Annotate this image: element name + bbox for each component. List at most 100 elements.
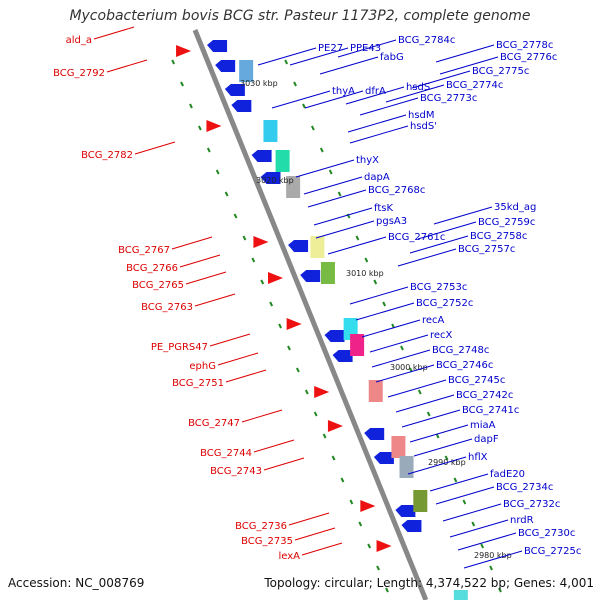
label-leader xyxy=(319,56,379,75)
label-leader xyxy=(435,44,495,63)
scale-tick xyxy=(337,191,342,197)
scale-tick xyxy=(355,235,360,241)
forward-gene-label: BCG_2751 xyxy=(172,378,224,389)
forward-gene xyxy=(268,272,284,284)
reverse-gene xyxy=(207,40,228,52)
label-leader xyxy=(194,293,236,307)
label-leader xyxy=(307,189,367,208)
reverse-gene-label: fabG xyxy=(380,52,404,63)
reverse-gene-label: BCG_2784c xyxy=(398,35,455,46)
scale-tick xyxy=(417,389,422,395)
label-leader xyxy=(327,236,387,255)
reverse-gene-label: thyA xyxy=(332,86,355,97)
reverse-gene-label: fadE20 xyxy=(490,469,525,480)
scale-tick xyxy=(224,191,229,197)
scale-tick xyxy=(480,543,485,549)
forward-gene-label: BCG_2736 xyxy=(235,521,287,532)
label-leader xyxy=(387,379,447,398)
reverse-gene-label: BCG_2745c xyxy=(448,375,505,386)
label-leader xyxy=(371,349,431,368)
genome-summary: Topology: circular; Length: 4,374,522 bp… xyxy=(264,576,594,590)
scale-tick xyxy=(349,499,354,505)
scale-tick xyxy=(364,257,369,263)
forward-gene-label: BCG_2782 xyxy=(81,150,133,161)
scale-tick xyxy=(331,455,336,461)
label-leader xyxy=(171,236,213,250)
scale-tick xyxy=(313,411,318,417)
reverse-gene-label: BCG_2742c xyxy=(456,390,513,401)
label-leader xyxy=(439,56,499,75)
label-leader xyxy=(457,532,517,551)
forward-gene-label: BCG_2765 xyxy=(132,280,184,291)
reverse-gene-label: BCG_2768c xyxy=(368,185,425,196)
label-leader xyxy=(411,70,471,89)
scale-tick xyxy=(242,235,247,241)
reverse-gene-label: BCG_2741c xyxy=(462,405,519,416)
label-leader xyxy=(289,47,349,66)
forward-gene-label: PE_PGRS47 xyxy=(151,342,208,353)
label-leader xyxy=(417,221,477,240)
label-leader xyxy=(301,542,343,556)
label-leader xyxy=(209,333,251,347)
scale-tick xyxy=(310,125,315,131)
scale-tick xyxy=(373,279,378,285)
reverse-gene-label: hflX xyxy=(468,452,488,463)
label-leader xyxy=(349,286,409,305)
forward-gene-label: ephG xyxy=(189,361,216,372)
reverse-gene-label: dfrA xyxy=(365,86,386,97)
reverse-gene-label: BCG_2734c xyxy=(496,482,553,493)
reverse-gene-label: BCG_2730c xyxy=(518,528,575,539)
reverse-gene-label: BCG_2761c xyxy=(388,232,445,243)
feature-box xyxy=(368,380,383,402)
feature-box xyxy=(286,176,301,198)
label-leader xyxy=(225,369,267,383)
reverse-gene-label: BCG_2758c xyxy=(470,231,527,242)
label-leader xyxy=(369,334,429,353)
feature-box xyxy=(391,436,406,458)
reverse-gene-label: pgsA3 xyxy=(376,216,407,227)
scale-tick xyxy=(215,169,220,175)
forward-gene xyxy=(253,236,269,248)
label-leader xyxy=(179,254,221,268)
label-leader xyxy=(407,456,467,475)
reverse-gene-label: recA xyxy=(422,315,445,326)
label-leader xyxy=(315,220,375,239)
reverse-gene-label: BCG_2752c xyxy=(416,298,473,309)
forward-gene xyxy=(176,45,192,57)
reverse-gene-label: BCG_2757c xyxy=(458,244,515,255)
scale-tick xyxy=(284,59,289,65)
scale-tick xyxy=(471,521,476,527)
scale-tick xyxy=(453,477,458,483)
reverse-gene-label: miaA xyxy=(470,420,496,431)
label-leader xyxy=(361,319,421,338)
scale-tick xyxy=(367,543,372,549)
scale-tick xyxy=(340,477,345,483)
reverse-gene xyxy=(373,452,394,464)
forward-gene-label: BCG_2766 xyxy=(126,263,178,274)
label-leader xyxy=(93,26,135,40)
accession-label: Accession: NC_008769 xyxy=(8,576,145,590)
label-leader xyxy=(385,84,445,103)
label-leader xyxy=(271,90,331,109)
feature-box xyxy=(263,120,278,142)
scale-tick xyxy=(319,147,324,153)
scale-tick xyxy=(189,103,193,109)
reverse-gene-label: BCG_2775c xyxy=(472,66,529,77)
reverse-gene xyxy=(251,150,272,162)
reverse-gene-label: 35kd_ag xyxy=(494,202,536,213)
scale-tick xyxy=(498,587,502,593)
scale-tick xyxy=(260,279,265,285)
label-leader xyxy=(288,512,330,526)
forward-gene-label: BCG_2744 xyxy=(200,448,252,459)
reverse-gene-label: BCG_2773c xyxy=(420,93,477,104)
scale-tick xyxy=(233,213,238,219)
forward-gene xyxy=(360,500,376,512)
reverse-gene xyxy=(395,505,416,517)
scale-tick xyxy=(358,521,363,527)
label-leader xyxy=(303,176,363,195)
feature-box xyxy=(239,60,254,82)
scale-tick xyxy=(287,345,291,351)
reverse-gene-label: hsdS' xyxy=(410,121,437,132)
forward-gene-label: BCG_2767 xyxy=(118,245,170,256)
